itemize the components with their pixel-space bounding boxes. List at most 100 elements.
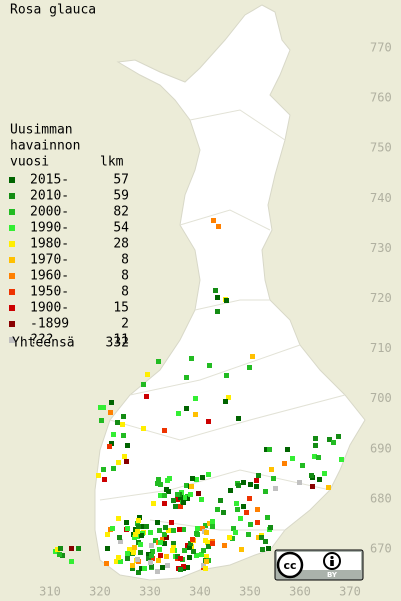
observation (310, 484, 315, 489)
observation (190, 476, 195, 481)
legend-count: 59 (113, 189, 129, 204)
observation (109, 441, 114, 446)
observation (111, 432, 116, 437)
observation (105, 532, 110, 537)
legend-count: 15 (113, 301, 129, 316)
observation (331, 440, 336, 445)
legend-label: 1980- (30, 237, 69, 252)
observation (156, 359, 161, 364)
observation (132, 545, 137, 550)
observation (162, 532, 167, 537)
observation (203, 566, 208, 571)
observation (222, 543, 227, 548)
east-label: 330 (139, 585, 161, 599)
observation (164, 535, 169, 540)
legend-header: havainnon (10, 139, 80, 154)
observation (206, 472, 211, 477)
legend-swatch (9, 193, 15, 199)
legend-count: 8 (121, 269, 129, 284)
observation (182, 548, 187, 553)
observation (216, 224, 221, 229)
observation (210, 541, 215, 546)
observation (137, 515, 142, 520)
observation (175, 492, 180, 497)
observation (171, 528, 176, 533)
legend-count: 82 (113, 205, 129, 220)
observation (234, 501, 239, 506)
observation (193, 396, 198, 401)
observation (215, 309, 220, 314)
observation (213, 288, 218, 293)
observation (235, 507, 240, 512)
observation (224, 373, 229, 378)
observation (139, 524, 144, 529)
observation (267, 447, 272, 452)
observation (265, 515, 270, 520)
observation (215, 295, 220, 300)
observation (194, 477, 199, 482)
observation (130, 563, 135, 568)
observation (155, 481, 160, 486)
north-label: 680 (370, 491, 392, 505)
observation (250, 354, 255, 359)
observation (139, 533, 144, 538)
observation (236, 483, 241, 488)
observation (107, 444, 112, 449)
total-count: 332 (106, 336, 129, 351)
observation (247, 365, 252, 370)
observation (163, 525, 168, 530)
observation (273, 486, 278, 491)
observation (189, 356, 194, 361)
observation (285, 447, 290, 452)
observation (127, 547, 132, 552)
observation (196, 491, 201, 496)
east-label: 340 (189, 585, 211, 599)
east-label: 350 (239, 585, 261, 599)
observation (125, 556, 130, 561)
observation (195, 526, 200, 531)
observation (153, 538, 158, 543)
legend-label: 1900- (30, 301, 69, 316)
by-head (330, 555, 334, 560)
observation (156, 558, 161, 563)
north-label: 770 (370, 41, 392, 55)
legend-count-header: lkm (100, 155, 124, 170)
north-label: 730 (370, 241, 392, 255)
observation (171, 541, 176, 546)
observation (194, 553, 199, 558)
legend-swatch (9, 337, 15, 343)
legend-label: ??? (30, 333, 53, 348)
observation (241, 480, 246, 485)
observation (268, 525, 273, 530)
observation (156, 477, 161, 482)
observation (138, 550, 143, 555)
observation (254, 484, 259, 489)
observation (204, 530, 209, 535)
observation (255, 507, 260, 512)
observation (207, 363, 212, 368)
observation (185, 565, 190, 570)
observation (130, 566, 135, 571)
observation (146, 552, 151, 557)
observation (316, 455, 321, 460)
observation (263, 489, 268, 494)
observation (255, 520, 260, 525)
observation (139, 566, 144, 571)
observation (150, 549, 155, 554)
observation (201, 548, 206, 553)
observation (181, 564, 186, 569)
observation (101, 467, 106, 472)
observation (104, 561, 109, 566)
legend-swatch (9, 273, 15, 279)
observation (109, 400, 114, 405)
observation (99, 418, 104, 423)
observation (105, 546, 110, 551)
legend-count: 57 (113, 173, 129, 188)
observation (264, 447, 269, 452)
observation (102, 477, 107, 482)
observation (125, 551, 130, 556)
observation (248, 522, 253, 527)
legend-swatch (9, 209, 15, 215)
observation (221, 510, 226, 515)
